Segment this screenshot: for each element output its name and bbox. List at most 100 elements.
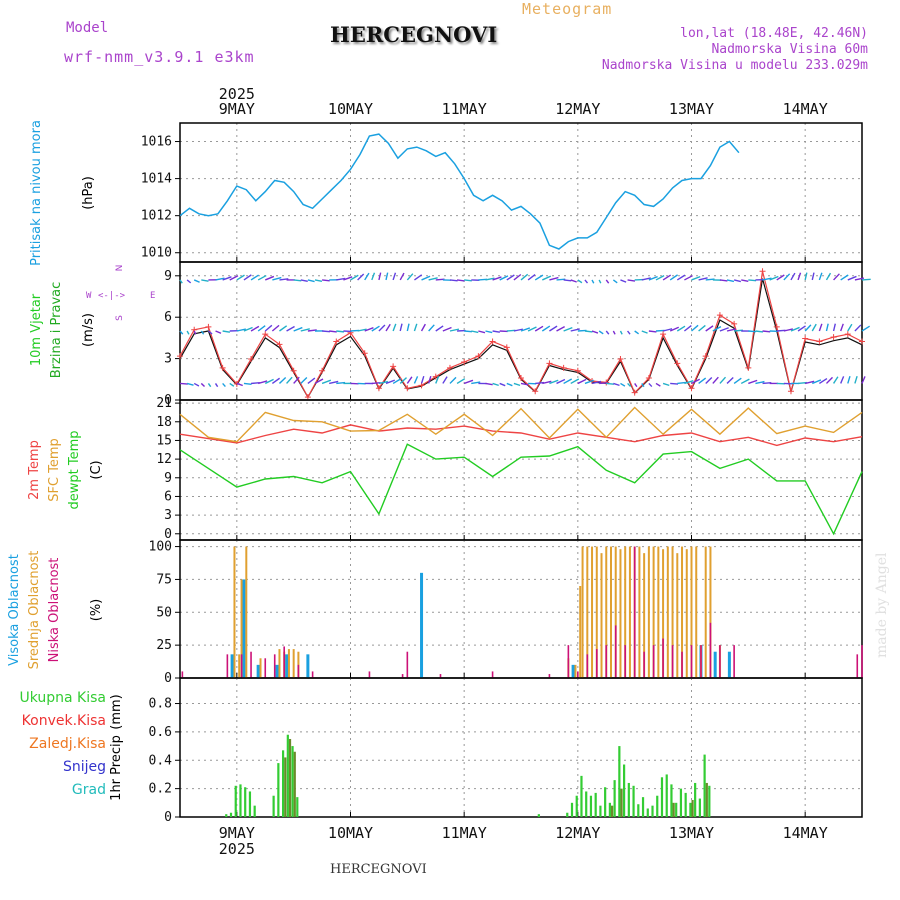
- wind-arrow: [464, 330, 473, 333]
- wind-arrow: [485, 382, 493, 386]
- cloud-bar-1: [581, 546, 584, 678]
- precip-bar-total: [604, 787, 607, 817]
- wind-arrow: [783, 273, 791, 281]
- wind-arrow: [591, 330, 599, 334]
- precip-bar-total: [580, 775, 583, 817]
- wind-arrow: [598, 279, 602, 284]
- wind-arrow: [478, 330, 486, 334]
- wind-gust-mark: [773, 323, 780, 330]
- wind-arrow: [322, 330, 330, 333]
- wind-unit: (m/s): [81, 313, 96, 347]
- wind-arrow: [513, 382, 521, 387]
- wind-arrow: [300, 279, 308, 283]
- precip-bar-convective: [705, 782, 708, 817]
- wind-arrow: [264, 378, 274, 385]
- wind-arrow: [186, 279, 192, 284]
- wind-arrow: [563, 378, 573, 385]
- wind-arrow: [385, 379, 396, 385]
- cloud-bar-2: [586, 654, 589, 678]
- wind-arrow: [399, 377, 407, 384]
- precip-bar-total: [229, 812, 233, 817]
- wind-arrow: [840, 376, 845, 384]
- wind-arrow: [293, 279, 302, 282]
- y-tick-label: 1010: [141, 246, 172, 261]
- temp-label-2m: 2m Temp: [27, 440, 42, 500]
- wind-arrow: [797, 325, 806, 332]
- wind-arrow: [733, 377, 742, 385]
- wind-gust-mark: [645, 375, 652, 382]
- y-tick-label: 9: [164, 269, 172, 284]
- wind-arrow: [456, 378, 466, 385]
- date-label-bottom: 10MAY: [328, 824, 373, 842]
- wind-gust-mark: [716, 312, 723, 319]
- precip-bar-total: [594, 792, 597, 817]
- precip-bar-total: [694, 782, 697, 817]
- cloud-bar-1: [676, 553, 679, 678]
- precip-bar-total: [665, 774, 668, 817]
- wind-gust-mark: [859, 338, 865, 345]
- precip-bar-total: [651, 805, 654, 817]
- wind-arrow: [329, 380, 339, 385]
- wind-arrow: [719, 279, 728, 282]
- wind-arrow: [563, 279, 572, 282]
- cloud-bar-2: [311, 671, 314, 678]
- wind-gust-mark: [574, 367, 581, 374]
- wind-arrow: [726, 328, 737, 332]
- wind-gust-mark: [248, 356, 255, 363]
- wind-arrow: [193, 330, 197, 335]
- wind-arrow: [811, 323, 817, 332]
- y-tick-label: 25: [156, 638, 172, 653]
- wind-arrow: [520, 273, 529, 281]
- wind-gust-mark: [816, 338, 823, 345]
- wind-arrow: [847, 375, 851, 384]
- wind-gust-mark: [446, 364, 453, 371]
- cloud-bar-2: [605, 645, 608, 678]
- temp-label-sfc: SFC Temp: [47, 438, 62, 502]
- cloud-label-high: Visoka Oblacnost: [7, 554, 22, 666]
- wind-gust-mark: [560, 364, 567, 371]
- precip-bar-total: [679, 788, 683, 817]
- precip-bar-total: [660, 777, 664, 817]
- footer-station: HERCEGNOVI: [330, 862, 427, 877]
- wind-arrow: [684, 380, 694, 385]
- precip-bar-total: [296, 797, 299, 817]
- precip-bar-total: [608, 802, 611, 817]
- wind-gust-mark: [844, 331, 851, 338]
- wind-arrow: [314, 279, 323, 283]
- wind-arrow: [534, 274, 544, 281]
- date-label-top: 13MAY: [669, 100, 714, 118]
- cloud-bar-2: [181, 671, 184, 678]
- wind-gust-mark: [546, 360, 553, 367]
- wind-arrow: [279, 325, 288, 332]
- y-tick-label: 0: [164, 810, 172, 825]
- precip-bar-total: [670, 784, 673, 817]
- wind-gust-mark: [290, 367, 297, 374]
- wind-arrow: [236, 382, 243, 387]
- wind-arrow: [726, 279, 735, 283]
- wind-gust-mark: [518, 375, 524, 382]
- precip-bar-total: [656, 795, 659, 817]
- wind-arrow: [278, 377, 287, 384]
- wind-arrow: [847, 275, 857, 281]
- panel-frame-cloud: [179, 539, 863, 679]
- wind-arrow: [790, 272, 796, 281]
- wind-arrow: [556, 326, 565, 332]
- wind-arrow: [471, 330, 479, 334]
- wind-gust-mark: [731, 320, 738, 327]
- wind-arrow: [456, 279, 465, 282]
- wind-arrow: [691, 275, 701, 281]
- cloud-bar-1: [278, 649, 281, 678]
- wind-arrow: [229, 275, 239, 281]
- cloud-bar-2: [273, 654, 276, 678]
- wind-arrow: [307, 377, 316, 384]
- wind-gust-mark: [787, 388, 794, 395]
- precip-label-0: Ukupna Kisa: [19, 690, 106, 706]
- cloud-bar-0: [242, 579, 246, 678]
- wind-arrow: [186, 330, 190, 335]
- wind-gust-mark: [390, 363, 397, 370]
- model-label: Model: [66, 20, 109, 36]
- wind-arrow: [293, 326, 303, 332]
- wind-gust-mark: [830, 334, 837, 341]
- cloud-bar-2: [226, 654, 229, 678]
- y-tick-label: 3: [164, 352, 172, 367]
